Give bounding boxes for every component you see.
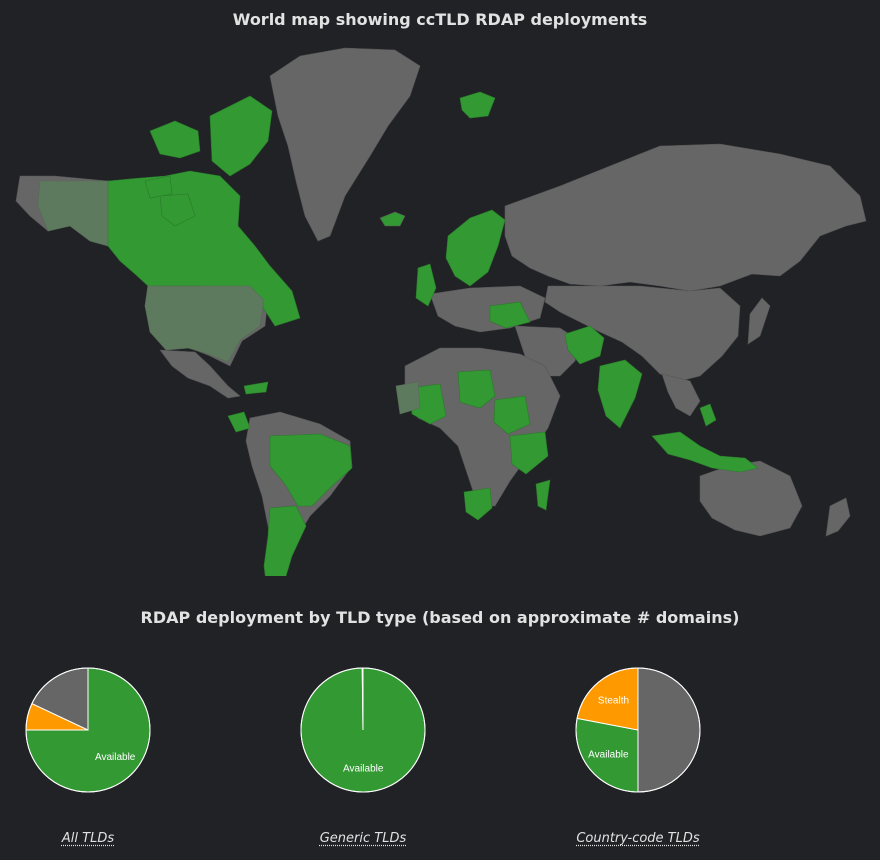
map-countries-partial <box>37 180 421 415</box>
pie-chart-all-tlds: Available <box>18 660 158 800</box>
pie-chart-generic-tlds: Available <box>293 660 433 800</box>
pie-caption-country-code-tlds[interactable]: Country-code TLDs <box>576 831 700 846</box>
pies-title: RDAP deployment by TLD type (based on ap… <box>140 608 740 627</box>
pie-caption-all-tlds[interactable]: All TLDs <box>61 831 115 846</box>
pie-caption-generic-tlds[interactable]: Generic TLDs <box>319 831 407 846</box>
pie-slice-label-1-0: Available <box>343 763 384 774</box>
pie-slice-label-2-1: Available <box>588 750 629 761</box>
map-countries-no-rdap <box>15 47 867 562</box>
pie-outline-0 <box>25 667 151 793</box>
pie-outline-1 <box>300 667 426 793</box>
pie-slice-label-0-0: Available <box>95 752 136 763</box>
map-countries-rdap-available <box>107 91 759 576</box>
pie-outline-2 <box>575 667 701 793</box>
pie-chart-country-code-tlds: Available Stealth <box>568 660 708 800</box>
pie-slice-2-0 <box>637 667 701 793</box>
world-map <box>15 47 867 576</box>
pie-svg-generic-tlds: Available <box>300 667 426 793</box>
map-title: World map showing ccTLD RDAP deployments <box>232 10 648 29</box>
pie-svg-country-code-tlds: Available Stealth <box>575 667 701 793</box>
pie-slice-label-2-2: Stealth <box>598 695 629 706</box>
pie-svg-all-tlds: Available <box>25 667 151 793</box>
